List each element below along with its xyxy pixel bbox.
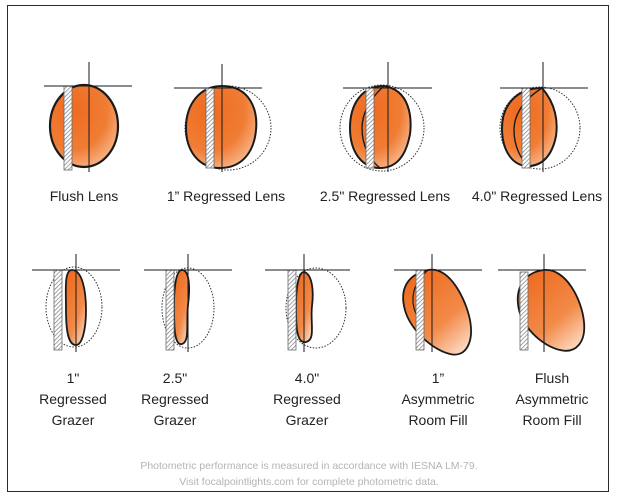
label-four-inch-regressed-grazer: 4.0" Regressed Grazer bbox=[262, 368, 352, 431]
label-line: Regressed bbox=[273, 391, 341, 407]
label-two-five-regressed-lens: 2.5" Regressed Lens bbox=[310, 186, 460, 207]
label-text: 4.0" Regressed Lens bbox=[471, 188, 603, 204]
label-text: Flush Lens bbox=[49, 188, 119, 204]
label-line: Room Fill bbox=[522, 412, 582, 428]
label-two-five-regressed-grazer: 2.5" Regressed Grazer bbox=[130, 368, 220, 431]
label-line: Grazer bbox=[51, 412, 95, 428]
footer-line-1: Photometric performance is measured in a… bbox=[140, 460, 478, 472]
label-text: 1” Regressed Lens bbox=[166, 188, 286, 204]
label-line: Regressed bbox=[39, 391, 107, 407]
one-inch-regressed-grazer-diagram bbox=[32, 254, 120, 352]
label-flush-asymmetric-room-fill: Flush Asymmetric Room Fill bbox=[504, 368, 600, 431]
footer-line-2: Visit focalpointlights.com for complete … bbox=[179, 476, 439, 488]
label-line: Room Fill bbox=[408, 412, 468, 428]
label-one-inch-regressed-grazer: 1" Regressed Grazer bbox=[28, 368, 118, 431]
two-five-regressed-lens-diagram bbox=[339, 62, 432, 172]
four-inch-regressed-grazer-diagram bbox=[265, 254, 350, 352]
two-five-regressed-grazer-diagram bbox=[144, 254, 232, 352]
label-one-inch-asymmetric-room-fill: 1” Asymmetric Room Fill bbox=[390, 368, 486, 431]
label-four-inch-regressed-lens: 4.0" Regressed Lens bbox=[464, 186, 610, 207]
label-line: Asymmetric bbox=[401, 391, 475, 407]
label-flush-lens: Flush Lens bbox=[24, 186, 144, 207]
label-line: Regressed bbox=[141, 391, 209, 407]
label-line: 1” bbox=[431, 370, 445, 386]
label-line: Flush bbox=[534, 370, 570, 386]
label-line: Asymmetric bbox=[515, 391, 589, 407]
label-line: Grazer bbox=[153, 412, 197, 428]
label-line: 4.0" bbox=[294, 370, 320, 386]
label-one-inch-regressed-lens: 1” Regressed Lens bbox=[156, 186, 296, 207]
flush-asymmetric-room-fill-diagram bbox=[498, 254, 586, 352]
label-line: Grazer bbox=[285, 412, 329, 428]
label-line: 1" bbox=[66, 370, 80, 386]
label-text: 2.5" Regressed Lens bbox=[319, 188, 451, 204]
one-inch-asymmetric-room-fill-diagram bbox=[394, 254, 482, 356]
four-inch-regressed-lens-diagram bbox=[499, 62, 588, 172]
label-line: 2.5" bbox=[162, 370, 188, 386]
flush-lens-diagram bbox=[44, 62, 132, 172]
one-inch-regressed-lens-diagram bbox=[174, 64, 272, 172]
